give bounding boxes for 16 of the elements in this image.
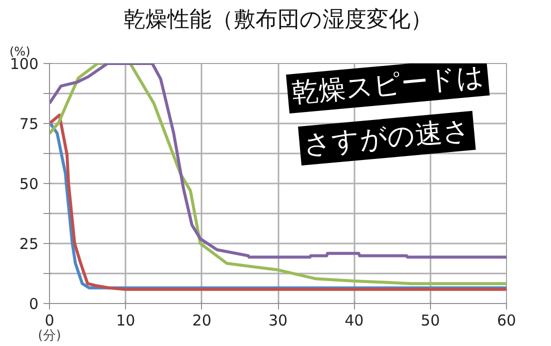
y-axis-title: (%) [10,44,30,58]
x-tick-label: 10 [116,312,136,330]
x-tick-label: 30 [268,312,288,330]
x-axis-title: (分) [38,328,62,344]
chart-title: 乾燥性能（敷布団の湿度変化） [124,8,432,32]
y-tick-label: 0 [28,295,39,313]
x-tick-label: 60 [496,312,516,330]
y-tick-label: 25 [19,235,39,253]
y-tick-label: 50 [19,175,39,193]
x-tick-label: 40 [344,312,364,330]
x-tick-label: 0 [44,312,54,330]
annotation: さすがの速さ [302,115,472,162]
x-tick-label: 20 [192,312,212,330]
y-tick-label: 75 [19,115,39,133]
annotation: 乾燥スピードは [290,60,486,110]
x-tick-label: 50 [420,312,440,330]
